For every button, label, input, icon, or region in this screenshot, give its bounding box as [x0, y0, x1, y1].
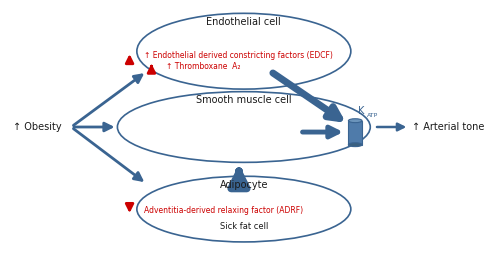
Text: ↑ Endothelial derived constricting factors (EDCF): ↑ Endothelial derived constricting facto… — [144, 51, 333, 59]
Text: Sick fat cell: Sick fat cell — [220, 222, 268, 231]
Text: Adipocyte: Adipocyte — [220, 180, 268, 190]
Text: Endothelial cell: Endothelial cell — [206, 17, 281, 27]
Ellipse shape — [348, 119, 362, 123]
Ellipse shape — [348, 143, 362, 147]
Text: ↑ Obesity: ↑ Obesity — [13, 122, 62, 132]
Text: K: K — [358, 106, 364, 116]
Text: ↑ Arterial tone: ↑ Arterial tone — [412, 122, 484, 132]
Text: ↑ Thromboxane  A₂: ↑ Thromboxane A₂ — [166, 62, 240, 71]
Bar — [348, 121, 362, 145]
Text: ATP: ATP — [367, 113, 378, 118]
Text: Smooth muscle cell: Smooth muscle cell — [196, 96, 292, 105]
Text: Adventitia-derived relaxing factor (ADRF): Adventitia-derived relaxing factor (ADRF… — [144, 206, 304, 215]
